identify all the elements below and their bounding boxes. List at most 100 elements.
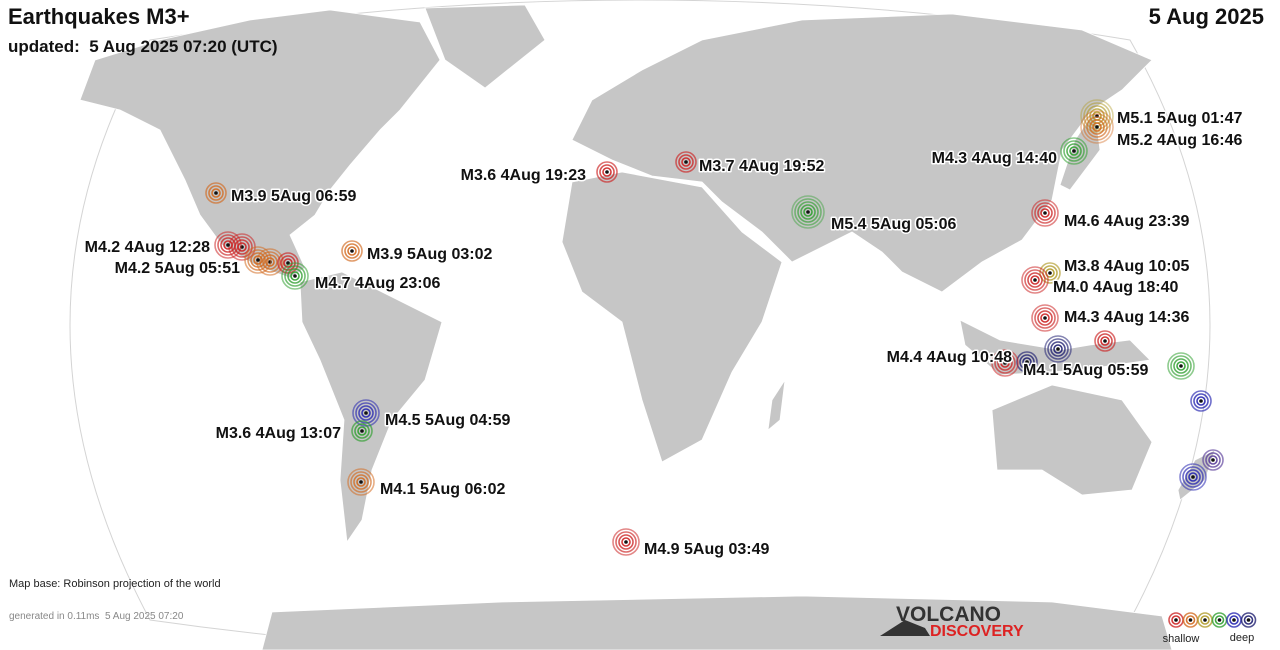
marker-core [1003, 361, 1007, 365]
marker-ring [220, 237, 236, 253]
marker-core [293, 274, 297, 278]
quake-label: M4.3 4Aug 14:40 [932, 150, 1057, 167]
marker-ring [290, 271, 300, 281]
quake-label: M3.6 4Aug 19:23 [461, 167, 586, 184]
marker-ring [602, 167, 612, 177]
quake-label: M5.4 5Aug 05:06 [831, 216, 956, 233]
marker-ring [1196, 396, 1206, 406]
marker-ring [344, 243, 360, 259]
marker-ring [1039, 262, 1061, 284]
marker-ring [351, 420, 373, 442]
marker-core [364, 411, 368, 415]
marker-ring [800, 204, 816, 220]
marker-ring [217, 234, 239, 256]
legend: shallow deep [1163, 612, 1257, 645]
marker-core [1095, 125, 1099, 129]
marker-ring [1170, 355, 1192, 377]
quake-layer: M5.1 5Aug 01:47 M5.2 4Aug 16:46 M4.3 4Aug … [83, 99, 1244, 560]
marker-ring [1176, 361, 1186, 371]
quake-label: M4.4 4Aug 10:48 [887, 349, 1012, 366]
marker-ring [341, 240, 363, 262]
marker-ring [1229, 615, 1239, 625]
marker-ring [621, 537, 631, 547]
marker-ring [205, 182, 227, 204]
marker-ring [1083, 102, 1111, 130]
logo-line2: DISCOVERY [930, 623, 1024, 640]
quake-label: M4.5 5Aug 04:59 [385, 412, 510, 429]
quake-label: M3.9 5Aug 06:59 [231, 188, 356, 205]
marker-ring [1063, 140, 1085, 162]
marker-core [214, 191, 218, 195]
marker-core [1048, 271, 1052, 275]
marker-ring [1188, 472, 1198, 482]
marker-ring [675, 151, 697, 173]
quake-marker [1179, 463, 1207, 491]
quake-label: M4.6 4Aug 23:39 [1064, 213, 1189, 230]
title: Earthquakes M3+ [8, 4, 190, 29]
quake-marker [351, 420, 373, 442]
date: 5 Aug 2025 [1149, 4, 1264, 29]
marker-ring [1034, 307, 1056, 329]
quake-marker [675, 151, 697, 173]
marker-ring [1053, 344, 1063, 354]
legend-shallow: shallow [1163, 633, 1200, 645]
marker-ring [250, 252, 266, 268]
marker-ring [1092, 122, 1102, 132]
quake-label: M3.9 5Aug 03:02 [367, 246, 492, 263]
marker-ring [1022, 357, 1032, 367]
marker-ring [1047, 338, 1069, 360]
marker-ring [1190, 390, 1212, 412]
quake-label: M4.1 5Aug 05:59 [1023, 362, 1148, 379]
quake-label: M5.1 5Aug 01:47 [1117, 110, 1242, 127]
marker-ring [347, 468, 375, 496]
marker-ring [615, 531, 637, 553]
quake-marker [1031, 199, 1059, 227]
marker-ring [596, 161, 618, 183]
marker-ring [259, 251, 281, 273]
quake-label: M3.8 4Aug 10:05 [1064, 258, 1189, 275]
quake-label: M3.6 4Aug 13:07 [216, 425, 341, 442]
marker-ring [1193, 393, 1209, 409]
quake-marker [281, 262, 309, 290]
marker-ring [1182, 466, 1204, 488]
generated-note: generated in 0.11ms 5 Aug 2025 07:20 [9, 611, 184, 622]
quake-marker [1240, 612, 1257, 628]
marker-ring [1044, 335, 1072, 363]
marker-ring [678, 154, 694, 170]
quake-marker [1182, 612, 1199, 628]
quake-marker [1167, 352, 1195, 380]
marker-ring [356, 477, 366, 487]
marker-core [806, 210, 810, 214]
quake-marker [244, 246, 272, 274]
quake-marker [1080, 110, 1114, 144]
marker-ring [1179, 463, 1207, 491]
logo-line1: VOLCANO [896, 603, 1001, 626]
legend-deep: deep [1230, 632, 1254, 644]
quake-marker [1190, 390, 1212, 412]
marker-ring [991, 349, 1019, 377]
marker-ring [1214, 615, 1225, 625]
marker-ring [1069, 146, 1079, 156]
quake-marker [791, 195, 825, 229]
marker-ring [357, 426, 367, 436]
marker-ring [358, 405, 374, 421]
quake-marker [991, 349, 1019, 377]
marker-ring [353, 474, 369, 490]
marker-ring [1173, 358, 1189, 374]
marker-ring [1240, 612, 1257, 628]
marker-ring [1030, 275, 1040, 285]
marker-core [1188, 618, 1193, 622]
marker-ring [1080, 110, 1114, 144]
marker-ring [347, 246, 357, 256]
quake-marker [1094, 330, 1116, 352]
marker-ring [612, 528, 640, 556]
marker-ring [1205, 452, 1221, 468]
marker-ring [1208, 455, 1218, 465]
marker-ring [1083, 113, 1111, 141]
marker-core [624, 540, 628, 544]
marker-ring [1050, 341, 1066, 357]
marker-core [1025, 360, 1029, 364]
marker-ring [256, 248, 284, 276]
